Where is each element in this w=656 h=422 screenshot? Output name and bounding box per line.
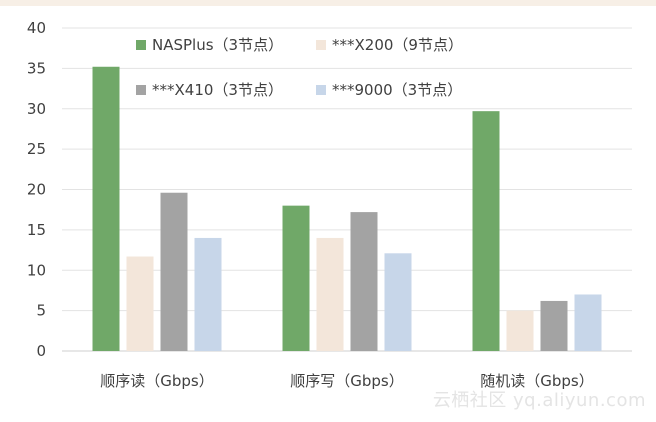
y-tick-label: 35 bbox=[27, 59, 46, 77]
legend-swatch bbox=[316, 40, 326, 50]
legend-label: ***X200（9节点） bbox=[332, 36, 463, 54]
axis-layer: 0 5 10 15 20 25 30 35 40 顺序读（Gbps） 顺序写（Gbps） 随机读（Gb… bbox=[27, 19, 594, 390]
top-strip bbox=[0, 0, 656, 6]
bar bbox=[350, 212, 378, 351]
x-category-label: 顺序读（Gbps） bbox=[100, 372, 213, 390]
watermark-text: 云栖社区 yq.aliyun.com bbox=[432, 390, 646, 411]
legend-label: ***9000（3节点） bbox=[332, 81, 462, 99]
bar bbox=[282, 205, 310, 351]
legend-swatch bbox=[316, 85, 326, 95]
y-tick-label: 25 bbox=[27, 140, 46, 158]
legend-swatch bbox=[136, 85, 146, 95]
bar bbox=[384, 253, 412, 351]
legend: NASPlus（3节点） ***X200（9节点） ***X410（3节点） ***9… bbox=[136, 36, 463, 99]
y-tick-label: 30 bbox=[27, 100, 46, 118]
bar bbox=[540, 300, 568, 351]
y-tick-label: 20 bbox=[27, 181, 46, 199]
legend-label: ***X410（3节点） bbox=[152, 81, 283, 99]
x-category-label: 顺序写（Gbps） bbox=[290, 372, 403, 390]
bar bbox=[194, 237, 222, 351]
bar bbox=[92, 66, 120, 351]
bar bbox=[472, 111, 500, 351]
bar bbox=[574, 294, 602, 351]
y-tick-label: 5 bbox=[36, 302, 46, 320]
grid-layer bbox=[62, 27, 632, 352]
legend-label: NASPlus（3节点） bbox=[152, 36, 283, 54]
bar-layer bbox=[92, 66, 602, 351]
bar bbox=[316, 237, 344, 351]
y-tick-label: 15 bbox=[27, 221, 46, 239]
legend-swatch bbox=[136, 40, 146, 50]
bar bbox=[126, 256, 154, 351]
bar bbox=[506, 310, 534, 351]
y-tick-label: 40 bbox=[27, 19, 46, 37]
y-tick-label: 10 bbox=[27, 261, 46, 279]
x-category-label: 随机读（Gbps） bbox=[480, 372, 593, 390]
bar bbox=[160, 192, 188, 351]
y-tick-label: 0 bbox=[36, 342, 46, 360]
